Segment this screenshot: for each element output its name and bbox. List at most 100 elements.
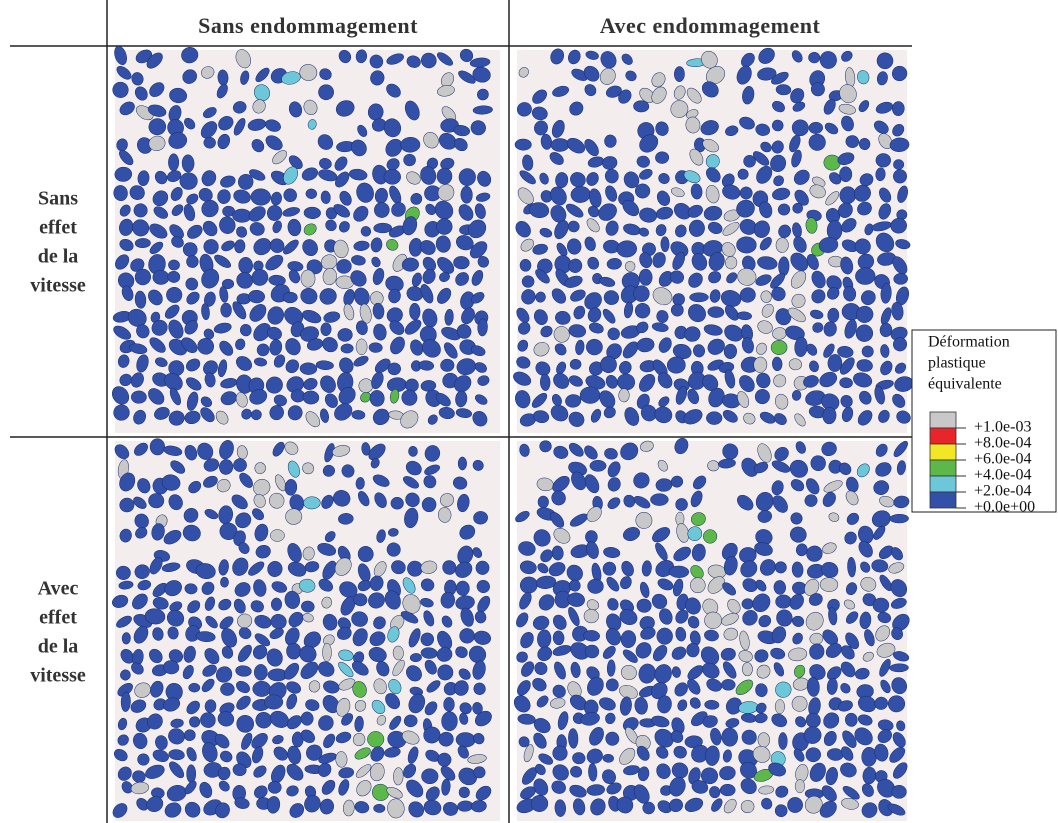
particle (669, 798, 683, 813)
particle (335, 731, 352, 744)
particle (677, 699, 688, 711)
particle (137, 478, 151, 494)
particle (739, 186, 753, 200)
particle (305, 699, 320, 711)
particle (134, 86, 148, 101)
particle (640, 627, 656, 640)
particle (332, 445, 351, 457)
legend-title: plastique (928, 355, 986, 372)
particle (539, 227, 553, 238)
particle (408, 801, 425, 818)
particle (875, 232, 895, 253)
particle (269, 492, 285, 509)
particle (318, 661, 335, 677)
particle (351, 255, 366, 266)
particle (806, 478, 820, 495)
particle (355, 49, 367, 64)
particle (350, 270, 367, 287)
legend-label: +2.0e-04 (974, 483, 1031, 500)
particle (860, 561, 871, 573)
particle (688, 219, 705, 237)
particle (671, 666, 681, 678)
particle (420, 240, 436, 255)
particle (651, 715, 670, 728)
particle (119, 204, 131, 217)
particle (357, 490, 370, 507)
particle (272, 735, 284, 745)
particle (791, 561, 804, 578)
particle (703, 529, 718, 544)
particle (458, 70, 476, 84)
particle (741, 598, 754, 610)
particle (423, 726, 441, 744)
particle (338, 49, 352, 64)
particle (359, 303, 372, 324)
particle (401, 730, 420, 745)
particle (473, 630, 491, 645)
row-header: de la (38, 636, 79, 658)
particle (641, 560, 652, 577)
particle (343, 303, 355, 321)
particle (285, 627, 300, 646)
particle (265, 119, 281, 132)
particle (774, 699, 785, 714)
particle (701, 81, 719, 98)
particle (322, 337, 338, 353)
particle (473, 682, 486, 695)
particle (639, 373, 656, 392)
particle (435, 392, 451, 407)
particle (567, 238, 582, 255)
particle (853, 372, 873, 388)
particle (533, 529, 551, 547)
particle (283, 662, 300, 680)
particle (778, 256, 790, 277)
particle (687, 678, 701, 695)
particle (267, 780, 282, 794)
particle (875, 153, 891, 168)
particle (515, 221, 531, 238)
particle (823, 731, 837, 746)
particle (639, 252, 653, 268)
particle (148, 388, 165, 405)
particle (536, 695, 549, 708)
particle (150, 311, 161, 323)
particle (236, 272, 253, 289)
particle (607, 477, 621, 492)
row-header: vitesse (30, 275, 86, 297)
particle (877, 729, 892, 744)
particle (855, 667, 870, 680)
particle (236, 226, 248, 238)
particle (671, 187, 685, 198)
particle (517, 680, 531, 696)
particle (183, 645, 196, 663)
particle (454, 375, 472, 393)
particle (408, 693, 426, 714)
particle (827, 354, 843, 372)
particle (149, 223, 168, 239)
particle (819, 577, 839, 592)
particle (700, 767, 719, 785)
particle (761, 303, 774, 318)
particle (584, 445, 598, 460)
particle (114, 45, 127, 66)
particle (771, 713, 787, 728)
particle (220, 175, 236, 188)
particle (232, 301, 247, 320)
particle (537, 646, 553, 661)
particle (700, 120, 719, 136)
particle (267, 326, 282, 340)
particle (136, 798, 149, 811)
particle (555, 311, 571, 325)
particle (335, 100, 355, 117)
particle (118, 272, 135, 289)
row-header: effet (39, 217, 77, 239)
particle (458, 204, 474, 221)
particle (709, 289, 721, 303)
particle (240, 70, 250, 85)
particle (356, 320, 368, 336)
particle (620, 665, 637, 680)
particle (301, 167, 318, 181)
particle (455, 272, 469, 286)
particle (203, 328, 215, 340)
particle (161, 474, 181, 491)
